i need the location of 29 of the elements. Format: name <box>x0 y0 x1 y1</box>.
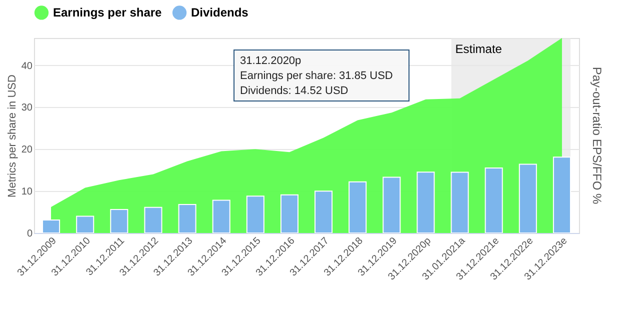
y-tick-label: 30 <box>21 102 33 114</box>
bar <box>484 168 503 234</box>
bar <box>42 220 60 234</box>
bar <box>76 216 94 234</box>
bar <box>246 196 264 234</box>
y-tick-label: 10 <box>21 186 33 198</box>
bar <box>144 206 162 234</box>
y-tick-label: 0 <box>26 228 33 240</box>
y2-axis-title: Pay-out-ratio EPS/FFO % <box>590 66 604 205</box>
bar <box>212 200 230 234</box>
bar <box>348 181 367 234</box>
bar <box>552 156 571 234</box>
legend-label: Earnings per share <box>53 6 162 20</box>
bar <box>280 194 298 234</box>
y-tick-label: 40 <box>21 60 33 72</box>
band-label: Estimate <box>455 42 502 56</box>
y-tick-label: 20 <box>21 144 33 156</box>
y-axis-title: Metrics per share in USD <box>6 74 18 198</box>
bar <box>518 164 537 234</box>
annotation: 31.12.2020p <box>240 55 302 67</box>
bar <box>314 190 333 234</box>
bar <box>110 209 128 234</box>
bar <box>450 172 469 234</box>
bar <box>382 176 401 234</box>
legend-label: Dividends <box>191 6 249 20</box>
bar <box>178 204 196 234</box>
annotation: Earnings per share: 31.85 USD <box>240 70 393 82</box>
bar <box>416 172 435 234</box>
annotation: Dividends: 14.52 USD <box>240 85 348 97</box>
